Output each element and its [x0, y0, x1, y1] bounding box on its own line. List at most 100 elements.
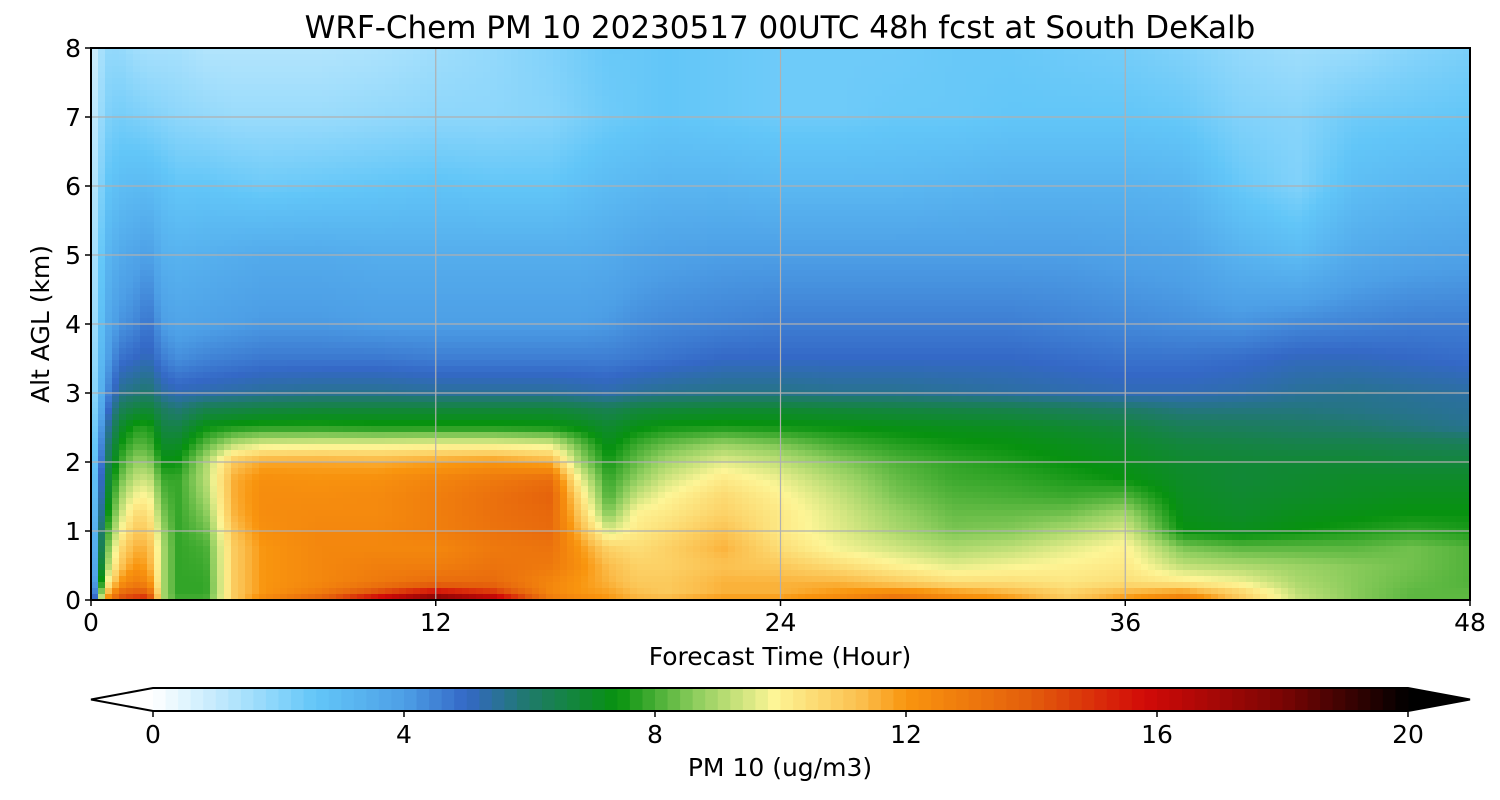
heatmap-cell: [413, 174, 421, 181]
heatmap-cell: [1036, 138, 1044, 145]
heatmap-cell: [1302, 132, 1310, 139]
heatmap-cell: [1190, 144, 1198, 151]
heatmap-cell: [1169, 102, 1177, 109]
heatmap-cell: [1106, 84, 1114, 91]
heatmap-cell: [539, 48, 547, 55]
heatmap-cell: [525, 54, 533, 61]
heatmap-cell: [245, 132, 253, 139]
heatmap-cell: [1351, 90, 1359, 97]
heatmap-cell: [1456, 60, 1464, 67]
heatmap-cell: [287, 60, 295, 67]
heatmap-cell: [140, 78, 148, 85]
heatmap-cell: [1393, 150, 1401, 157]
heatmap-cell: [1288, 72, 1296, 79]
heatmap-cell: [707, 132, 715, 139]
heatmap-cell: [770, 90, 778, 97]
heatmap-cell: [1323, 120, 1331, 127]
heatmap-cell: [259, 60, 267, 67]
heatmap-cell: [1379, 156, 1387, 163]
heatmap-cell: [630, 174, 638, 181]
heatmap-cell: [1316, 126, 1324, 133]
heatmap-cell: [637, 84, 645, 91]
heatmap-cell: [1330, 66, 1338, 73]
heatmap-cell: [1120, 90, 1128, 97]
heatmap-cell: [168, 150, 176, 157]
heatmap-cell: [644, 186, 652, 193]
heatmap-cell: [1274, 138, 1282, 145]
heatmap-cell: [602, 186, 610, 193]
heatmap-cell: [427, 54, 435, 61]
heatmap-cell: [1309, 108, 1317, 115]
heatmap-cell: [147, 78, 155, 85]
heatmap-cell: [189, 90, 197, 97]
heatmap-cell: [896, 108, 904, 115]
heatmap-cell: [875, 60, 883, 67]
heatmap-cell: [1407, 150, 1415, 157]
heatmap-cell: [343, 66, 351, 73]
heatmap-cell: [987, 174, 995, 181]
heatmap-cell: [1176, 126, 1184, 133]
heatmap-cell: [105, 132, 113, 139]
heatmap-cell: [329, 78, 337, 85]
heatmap-cell: [203, 174, 211, 181]
heatmap-cell: [1134, 138, 1142, 145]
heatmap-cell: [1344, 66, 1352, 73]
heatmap-cell: [413, 78, 421, 85]
heatmap-cell: [203, 120, 211, 127]
heatmap-cell: [1064, 108, 1072, 115]
heatmap-cell: [896, 144, 904, 151]
heatmap-cell: [1162, 96, 1170, 103]
heatmap-cell: [259, 192, 267, 199]
heatmap-cell: [217, 186, 225, 193]
heatmap-cell: [1239, 132, 1247, 139]
heatmap-cell: [609, 72, 617, 79]
heatmap-cell: [119, 54, 127, 61]
heatmap-cell: [294, 138, 302, 145]
heatmap-cell: [1267, 72, 1275, 79]
heatmap-cell: [742, 138, 750, 145]
heatmap-cell: [1176, 72, 1184, 79]
heatmap-cell: [1141, 108, 1149, 115]
heatmap-cell: [182, 198, 190, 205]
heatmap-cell: [245, 60, 253, 67]
heatmap-cell: [1400, 174, 1408, 181]
heatmap-cell: [1106, 48, 1114, 55]
heatmap-cell: [791, 150, 799, 157]
heatmap-cell: [651, 54, 659, 61]
heatmap-cell: [483, 168, 491, 175]
heatmap-cell: [91, 78, 99, 85]
heatmap-cell: [1428, 90, 1436, 97]
heatmap-cell: [1386, 48, 1394, 55]
heatmap-cell: [910, 162, 918, 169]
heatmap-cell: [210, 198, 218, 205]
heatmap-cell: [1295, 78, 1303, 85]
heatmap-cell: [791, 102, 799, 109]
heatmap-cell: [707, 120, 715, 127]
heatmap-cell: [322, 120, 330, 127]
heatmap-cell: [602, 72, 610, 79]
heatmap-cell: [980, 174, 988, 181]
heatmap-cell: [378, 96, 386, 103]
heatmap-cell: [154, 186, 162, 193]
heatmap-cell: [707, 126, 715, 133]
heatmap-cell: [126, 144, 134, 151]
heatmap-cell: [1022, 126, 1030, 133]
heatmap-cell: [1057, 102, 1065, 109]
heatmap-cell: [903, 60, 911, 67]
heatmap-cell: [1449, 144, 1457, 151]
heatmap-cell: [511, 198, 519, 205]
heatmap-cell: [504, 72, 512, 79]
heatmap-cell: [973, 120, 981, 127]
heatmap-cell: [1365, 156, 1373, 163]
heatmap-cell: [392, 78, 400, 85]
heatmap-cell: [364, 90, 372, 97]
heatmap-cell: [413, 90, 421, 97]
heatmap-cell: [427, 138, 435, 145]
heatmap-cell: [231, 108, 239, 115]
heatmap-cell: [798, 72, 806, 79]
heatmap-cell: [1183, 180, 1191, 187]
heatmap-cell: [973, 60, 981, 67]
heatmap-cell: [1085, 174, 1093, 181]
heatmap-cell: [581, 180, 589, 187]
heatmap-cell: [840, 78, 848, 85]
